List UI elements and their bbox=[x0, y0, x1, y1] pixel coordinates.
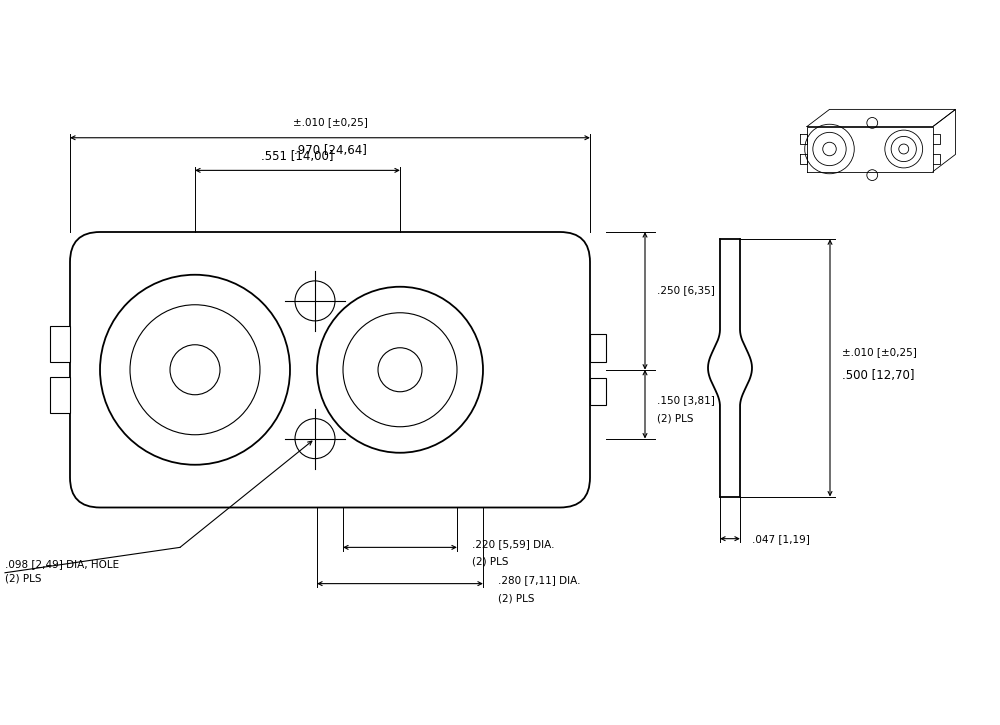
Text: (2) PLS: (2) PLS bbox=[5, 573, 42, 584]
Text: .150 [3,81]: .150 [3,81] bbox=[657, 396, 715, 405]
Text: .098 [2,49] DIA, HOLE: .098 [2,49] DIA, HOLE bbox=[5, 559, 119, 569]
Text: .500 [12,70]: .500 [12,70] bbox=[842, 369, 914, 381]
Text: .047 [1,19]: .047 [1,19] bbox=[752, 534, 810, 544]
Text: (2) PLS: (2) PLS bbox=[498, 593, 534, 603]
Bar bbox=[50, 326, 70, 362]
FancyBboxPatch shape bbox=[70, 232, 590, 507]
Bar bbox=[590, 334, 606, 362]
Text: .220 [5,59] DIA.: .220 [5,59] DIA. bbox=[472, 539, 554, 549]
Text: .551 [14,00]: .551 [14,00] bbox=[261, 150, 334, 163]
Text: ±.010 [±0,25]: ±.010 [±0,25] bbox=[293, 117, 367, 127]
Text: .250 [6,35]: .250 [6,35] bbox=[657, 285, 715, 295]
Bar bbox=[590, 378, 606, 405]
Text: .280 [7,11] DIA.: .280 [7,11] DIA. bbox=[498, 575, 580, 585]
Text: (2) PLS: (2) PLS bbox=[472, 557, 509, 567]
Bar bbox=[50, 377, 70, 413]
Text: (2) PLS: (2) PLS bbox=[657, 414, 694, 423]
Text: .970 [24,64]: .970 [24,64] bbox=[294, 144, 366, 157]
Text: ±.010 [±0,25]: ±.010 [±0,25] bbox=[842, 347, 917, 357]
